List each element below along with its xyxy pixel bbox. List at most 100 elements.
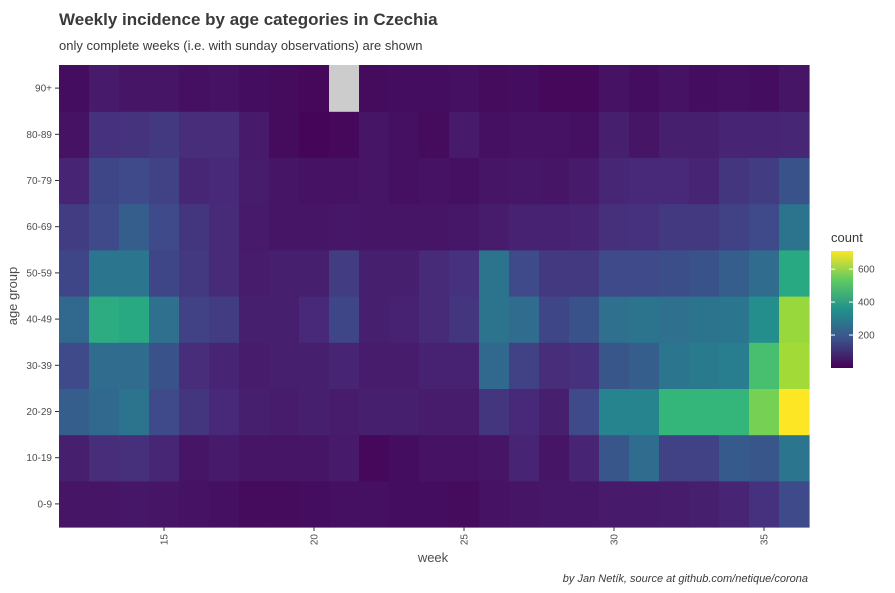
heatmap-cell (149, 388, 180, 436)
heatmap-cell (119, 111, 150, 158)
heatmap-cell (689, 203, 720, 251)
heatmap-cell (119, 203, 150, 251)
heatmap-cell (89, 65, 120, 112)
heatmap-cell (689, 65, 720, 112)
heatmap-cell (89, 296, 120, 343)
heatmap-cell (299, 480, 330, 528)
heatmap-cell (299, 296, 330, 343)
heatmap-cell (779, 157, 810, 205)
heatmap-cell (389, 249, 420, 297)
heatmap-cell (89, 157, 120, 205)
heatmap-cell (539, 388, 570, 436)
heatmap-cell (89, 434, 120, 482)
heatmap-cell (239, 249, 270, 297)
y-axis: 0-9 10-19 20-29 30-39 40-49 50-59 60-69 70-79 80… (26, 84, 59, 510)
heatmap-cell (119, 480, 150, 528)
heatmap-cell (779, 434, 810, 482)
heatmap-cell (479, 434, 510, 482)
heatmap-cell (539, 203, 570, 251)
heatmap-cell (569, 203, 600, 251)
heatmap-cell (269, 388, 300, 436)
heatmap-cell (359, 434, 390, 482)
heatmap-cell (509, 388, 540, 436)
heatmap-cell (59, 203, 90, 251)
heatmap-cell (299, 434, 330, 482)
heatmap-cell (239, 434, 270, 482)
heatmap-cell (749, 249, 780, 297)
heatmap-cell (269, 157, 300, 205)
heatmap-cell (419, 296, 450, 343)
heatmap-cell (419, 434, 450, 482)
heatmap-cell (779, 65, 810, 112)
heatmap-cell (749, 388, 780, 436)
heatmap-cell (719, 434, 750, 482)
heatmap-cell (359, 249, 390, 297)
heatmap-cell (569, 296, 600, 343)
heatmap-cell (299, 388, 330, 436)
heatmap-cell (779, 388, 810, 436)
heatmap-cell (659, 296, 690, 343)
heatmap-cell (329, 480, 360, 528)
heatmap-cell (59, 65, 90, 112)
heatmap-cell (59, 342, 90, 389)
heatmap-cell (509, 249, 540, 297)
heatmap-cell (59, 296, 90, 343)
heatmap-cell (209, 111, 240, 158)
heatmap-cell (509, 65, 540, 112)
heatmap-cell (419, 203, 450, 251)
heatmap-cell (179, 157, 210, 205)
heatmap-cell (329, 388, 360, 436)
heatmap-cell (269, 249, 300, 297)
heatmap-cell (179, 203, 210, 251)
heatmap-cell (209, 388, 240, 436)
heatmap-cell (689, 296, 720, 343)
heatmap-cell (179, 434, 210, 482)
heatmap-cell (599, 480, 630, 528)
heatmap-cell (119, 65, 150, 112)
heatmap-cell (419, 65, 450, 112)
heatmap-cell (509, 480, 540, 528)
legend-tick-label: 200 (858, 331, 875, 342)
heatmap-cell (719, 388, 750, 436)
heatmap-cell (329, 342, 360, 389)
heatmap-cell (569, 434, 600, 482)
heatmap-cell (359, 111, 390, 158)
heatmap-cell (599, 434, 630, 482)
heatmap-cell (449, 434, 480, 482)
heatmap-cell (659, 434, 690, 482)
heatmap-cell (59, 434, 90, 482)
y-tick-label: 10-19 (26, 453, 52, 464)
y-axis-title: age group (5, 267, 20, 326)
heatmap-cell (779, 296, 810, 343)
heatmap-cell (269, 342, 300, 389)
heatmap-cell (509, 203, 540, 251)
heatmap-cell (539, 249, 570, 297)
heatmap-cell (359, 388, 390, 436)
y-tick-label: 60-69 (26, 222, 52, 233)
heatmap-cell (689, 480, 720, 528)
heatmap-cell (389, 65, 420, 112)
heatmap-cell (569, 480, 600, 528)
heatmap-cell (569, 65, 600, 112)
heatmap-cell (479, 249, 510, 297)
chart-caption: by Jan Netík, source at github.com/netiq… (562, 573, 808, 585)
heatmap-cell (599, 203, 630, 251)
heatmap-cell (509, 342, 540, 389)
heatmap-cell (779, 203, 810, 251)
heatmap-cell (629, 249, 660, 297)
heatmap-cell (149, 111, 180, 158)
heatmap-cell (239, 65, 270, 112)
heatmap-cell (449, 480, 480, 528)
heatmap-cell (329, 203, 360, 251)
heatmap-cell (599, 65, 630, 112)
heatmap-cell (689, 388, 720, 436)
heatmap-cell (479, 111, 510, 158)
heatmap-cell (449, 388, 480, 436)
heatmap-cell (449, 111, 480, 158)
heatmap-cell (749, 65, 780, 112)
heatmap-cell (389, 111, 420, 158)
legend-ticks: 200 400 600 (831, 265, 875, 342)
heatmap-cell (689, 111, 720, 158)
heatmap-cell (689, 342, 720, 389)
